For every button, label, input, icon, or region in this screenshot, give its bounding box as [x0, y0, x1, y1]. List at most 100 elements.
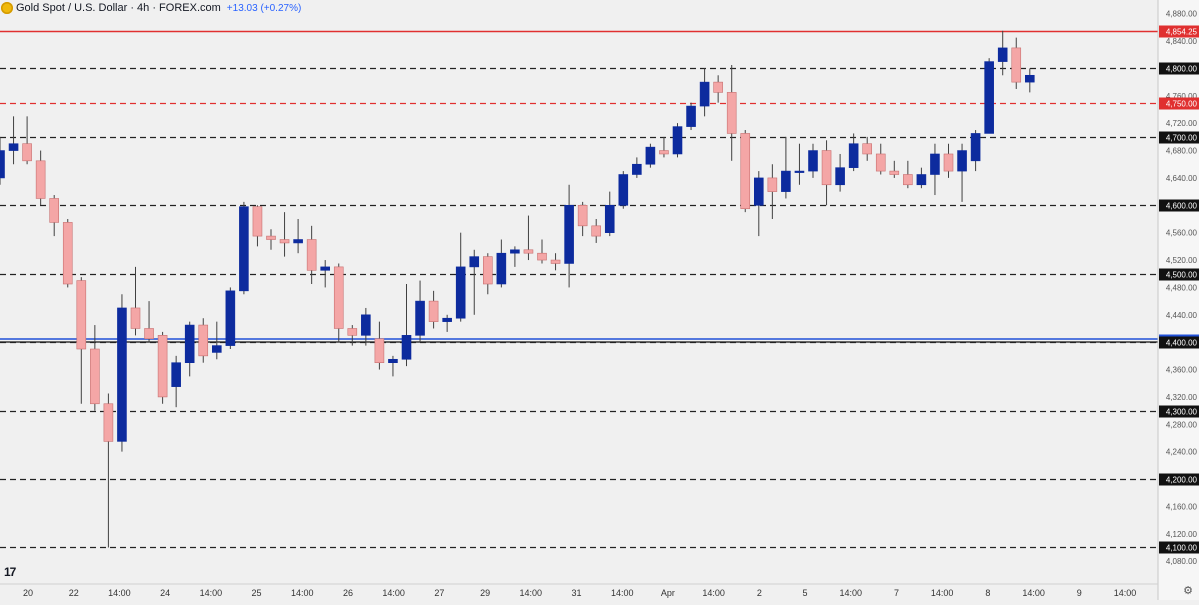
gear-icon[interactable]: ⚙ [1183, 585, 1193, 597]
candle-body [970, 133, 981, 162]
candle-body [279, 239, 290, 244]
x-tick-label: 26 [343, 588, 353, 598]
candle-body [726, 92, 737, 134]
candle-body [469, 256, 480, 268]
candle-body [62, 222, 73, 285]
candle-body [90, 348, 100, 405]
x-tick-label: 14:00 [1114, 588, 1137, 598]
x-axis: 20 22 14:00 24 14:00 25 14:00 26 14:00 27 29 14:00 3… [0, 583, 1158, 598]
candle-body [306, 239, 317, 271]
candle-body [862, 143, 873, 155]
candle-body [333, 266, 344, 329]
y-tick-label: 4,240.00 [1166, 448, 1198, 457]
candle-body [239, 206, 249, 292]
candle-body [564, 205, 574, 264]
candle-body [117, 307, 127, 442]
level-label-box [1159, 199, 1199, 212]
level-label-box [1159, 97, 1199, 110]
x-tick-label: 5 [803, 588, 808, 598]
candle-body [0, 150, 5, 179]
x-tick-label: 27 [434, 588, 444, 598]
gold-symbol-icon [1, 2, 13, 14]
x-tick-label: 14:00 [839, 588, 862, 598]
candle-body [1025, 74, 1035, 83]
candle-body [632, 163, 642, 175]
y-tick-label: 4,480.00 [1166, 283, 1198, 292]
candle-body [361, 314, 371, 336]
y-tick-label: 4,560.00 [1166, 229, 1198, 238]
x-tick-label: 14:00 [1022, 588, 1045, 598]
x-tick-label: 14:00 [931, 588, 954, 598]
candle-body [198, 324, 209, 357]
y-tick-label: 4,320.00 [1166, 393, 1198, 402]
y-tick-label: 4,680.00 [1166, 147, 1198, 156]
x-tick-label: 14:00 [200, 588, 223, 598]
y-tick-label: 4,840.00 [1166, 37, 1198, 46]
candle-body [496, 252, 507, 285]
x-tick-label: 14:00 [520, 588, 543, 598]
candle-body [212, 345, 222, 353]
candle-body [618, 174, 629, 206]
level-label: 4,300.00 [1166, 408, 1198, 417]
x-tick-label: 29 [480, 588, 490, 598]
candle-body [225, 290, 236, 346]
candle-body [875, 153, 886, 172]
symbol-title[interactable]: Gold Spot / U.S. Dollar · 4h · FOREX.com [16, 2, 221, 14]
candle-body [889, 170, 900, 175]
candle-body [903, 174, 913, 186]
y-tick-label: 4,640.00 [1166, 174, 1198, 183]
candle-body [455, 266, 466, 319]
x-tick-label: 31 [571, 588, 581, 598]
candle-body [8, 143, 19, 151]
candle-body [266, 235, 276, 240]
candle-body [347, 328, 358, 336]
candle-body [388, 358, 398, 363]
level-label-box [1159, 131, 1199, 144]
level-label: 4,750.00 [1166, 100, 1198, 109]
level-label: 4,100.00 [1166, 544, 1198, 553]
candle-body [415, 300, 425, 336]
candle-body [510, 249, 520, 254]
chart-header: Gold Spot / U.S. Dollar · 4h · FOREX.com… [0, 0, 301, 16]
candle-body [997, 47, 1008, 62]
y-tick-label: 4,440.00 [1166, 311, 1198, 320]
x-tick-label: 22 [69, 588, 79, 598]
candle-body [943, 153, 954, 172]
candle-body [482, 256, 493, 285]
y-tick-label: 4,280.00 [1166, 420, 1198, 429]
candle-body [144, 328, 154, 340]
level-label-box [1159, 268, 1199, 281]
candle-body [699, 81, 710, 107]
candle-body [293, 239, 303, 244]
x-tick-label: 14:00 [291, 588, 314, 598]
candle-body [686, 105, 696, 127]
candle-body [184, 324, 195, 363]
candle-body [672, 126, 683, 155]
candle-body [130, 307, 141, 329]
x-tick-label: 14:00 [108, 588, 131, 598]
y-tick-label: 4,120.00 [1166, 530, 1198, 539]
x-tick-label: Apr [661, 588, 675, 598]
candle-body [591, 225, 602, 237]
level-label: 4,600.00 [1166, 202, 1198, 211]
candles-layer [0, 30, 1035, 548]
candle-body [22, 143, 32, 162]
candle-body [320, 266, 331, 271]
candle-body [781, 170, 791, 192]
candle-body [157, 335, 168, 398]
candle-body [835, 167, 845, 186]
tradingview-logo-icon[interactable]: 17 [4, 565, 16, 579]
candle-body [794, 170, 805, 173]
candle-body [821, 150, 832, 186]
y-tick-label: 4,720.00 [1166, 119, 1198, 128]
y-tick-label: 4,080.00 [1166, 557, 1198, 566]
candle-body [916, 174, 927, 186]
candle-body [171, 362, 181, 387]
candle-body [442, 317, 452, 322]
candle-body [604, 205, 615, 233]
candle-body [401, 335, 412, 360]
candle-body [252, 206, 263, 237]
x-tick-label: 9 [1077, 588, 1082, 598]
